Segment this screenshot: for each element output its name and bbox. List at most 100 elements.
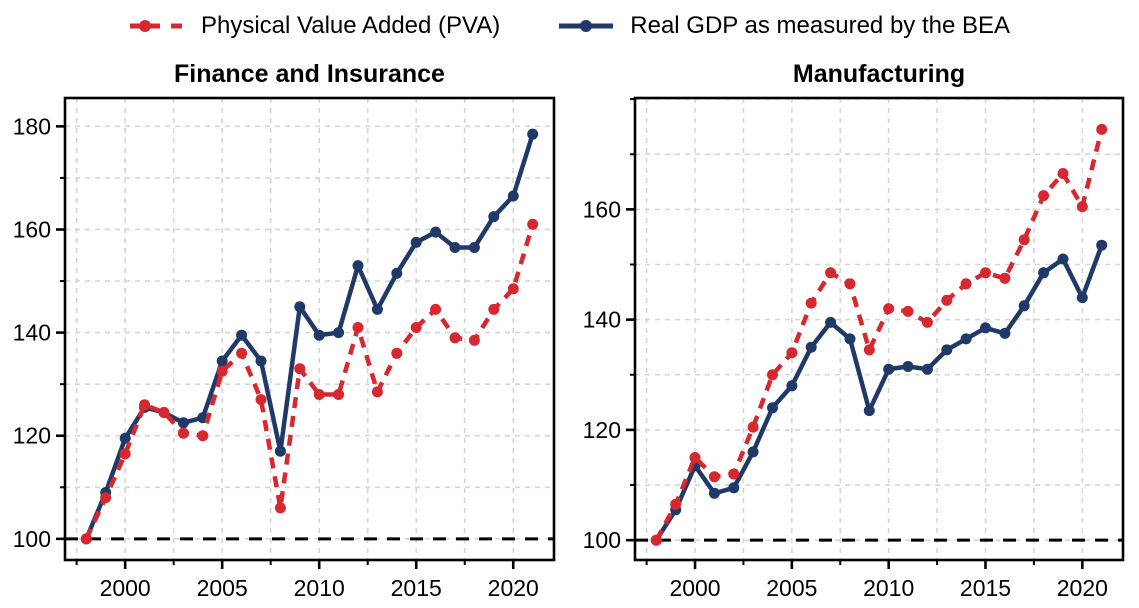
bea-data-point: [883, 363, 895, 375]
y-tick-label: 100: [583, 527, 621, 553]
x-tick-label: 2010: [294, 575, 345, 601]
figure-legend: Physical Value Added (PVA) Real GDP as m…: [0, 14, 1139, 38]
y-tick-label: 100: [13, 526, 51, 552]
bea-data-point: [786, 380, 798, 392]
pva-data-point: [650, 534, 662, 546]
pva-data-point: [274, 502, 286, 514]
bea-solid-line-icon: [559, 20, 614, 32]
x-tick-label: 2000: [669, 575, 720, 601]
bea-data-point: [488, 211, 500, 223]
y-tick-label: 160: [13, 216, 51, 242]
y-tick-label: 120: [13, 423, 51, 449]
pva-data-point: [805, 297, 817, 309]
pva-data-point: [1096, 123, 1108, 135]
bea-line: [654, 244, 1104, 542]
pva-data-point: [941, 294, 953, 306]
chart-panels: 2000 2005 2010 2015 2020 100 120 140 160 180 Finan…: [0, 60, 1139, 608]
chart-title: Manufacturing: [793, 60, 965, 88]
pva-data-point: [80, 533, 92, 545]
bea-data-point: [236, 329, 248, 341]
x-tick-label: 2015: [391, 575, 442, 601]
bea-data-point: [527, 128, 539, 140]
bea-data-point: [708, 487, 720, 499]
pva-data-point: [863, 344, 875, 356]
pva-data-point: [527, 218, 539, 230]
bea-data-point: [507, 190, 519, 202]
bea-data-point: [1076, 292, 1088, 304]
bea-data-point: [960, 333, 972, 345]
series-pva: [650, 123, 1108, 546]
bea-data-point: [274, 445, 286, 457]
bea-data-point: [410, 236, 422, 248]
pva-data-point: [100, 492, 112, 504]
pva-data-point: [236, 347, 248, 359]
chart-title: Finance and Insurance: [174, 60, 445, 88]
bea-data-point: [430, 226, 442, 238]
bea-data-point: [1096, 239, 1108, 251]
pva-data-point: [728, 468, 740, 480]
pva-data-point: [488, 303, 500, 315]
bea-data-point: [371, 303, 383, 315]
pva-data-point: [371, 386, 383, 398]
pva-data-point: [352, 322, 364, 333]
pva-data-point: [980, 267, 991, 279]
legend-item-bea: Real GDP as measured by the BEA: [558, 14, 1010, 38]
bea-data-point: [352, 260, 364, 272]
x-axis: 2000 2005 2010 2015 2020: [75, 560, 539, 601]
bea-data-point: [767, 402, 778, 414]
y-tick-label: 160: [583, 196, 621, 222]
pva-data-point: [767, 369, 778, 381]
y-tick-label: 180: [13, 113, 51, 139]
pva-data-point: [216, 365, 228, 377]
pva-data-point: [960, 278, 972, 290]
pva-data-point: [747, 421, 759, 433]
chart-panel-finance-and-insurance: 2000 2005 2010 2015 2020 100 120 140 160 180 Finan…: [13, 60, 556, 601]
bea-data-point: [391, 267, 403, 279]
bea-data-point: [728, 482, 740, 494]
bea-data-point: [747, 446, 759, 458]
bea-data-point: [863, 405, 875, 417]
pva-data-point: [313, 389, 325, 400]
pva-data-point: [1038, 190, 1050, 202]
bea-data-point: [1038, 267, 1050, 279]
pva-data-point: [119, 448, 131, 460]
bea-data-point: [468, 242, 480, 253]
pva-data-point: [1076, 201, 1088, 213]
pva-data-point: [786, 347, 798, 359]
series-bea: [80, 128, 539, 545]
bea-data-point: [941, 344, 953, 356]
pva-data-point: [139, 399, 151, 411]
bea-data-point: [294, 301, 306, 313]
axis-frame: [63, 96, 556, 562]
pva-data-point: [844, 278, 856, 290]
y-tick-label: 120: [583, 417, 621, 443]
pva-data-point: [468, 334, 480, 346]
x-tick-label: 2020: [1057, 575, 1108, 601]
x-tick-label: 2015: [960, 575, 1011, 601]
pva-data-point: [507, 283, 519, 295]
pva-data-point: [391, 347, 403, 359]
bea-data-point: [844, 333, 856, 345]
bea-data-point: [333, 327, 345, 339]
bea-data-point: [999, 327, 1011, 339]
axis-frame: [633, 96, 1125, 562]
pva-data-point: [999, 272, 1011, 284]
bea-data-point: [825, 316, 837, 328]
pva-line: [84, 223, 535, 540]
y-axis: 100 120 140 160 180: [13, 113, 65, 552]
pva-data-point: [294, 363, 306, 375]
pva-line: [654, 128, 1104, 542]
bea-data-point: [980, 322, 991, 334]
pva-data-point: [197, 430, 209, 442]
y-tick-label: 140: [13, 320, 51, 346]
pva-data-point: [883, 303, 895, 315]
legend-label-pva: Physical Value Added (PVA): [200, 12, 501, 39]
pva-data-point: [333, 389, 345, 400]
pva-data-point: [921, 316, 933, 328]
bea-data-point: [1057, 253, 1069, 265]
bea-data-point: [216, 355, 228, 367]
grid-lines: [65, 98, 554, 560]
series-bea: [650, 239, 1108, 546]
pva-data-point: [1057, 168, 1069, 179]
